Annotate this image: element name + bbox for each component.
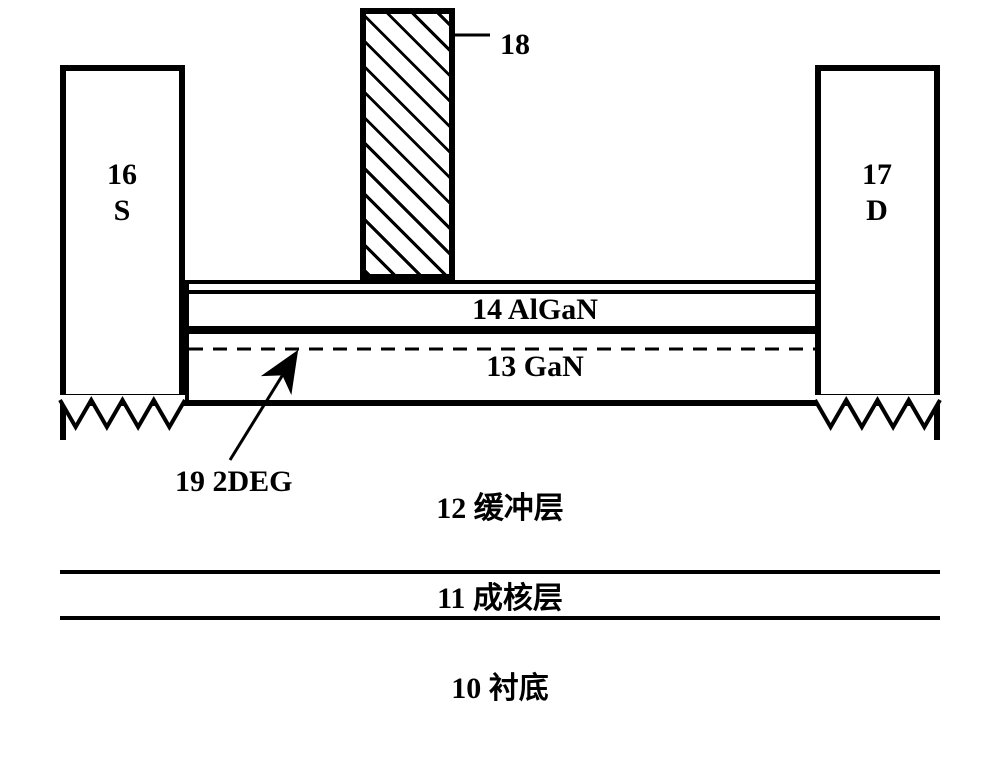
twodeg-callout: 19 2DEG (175, 465, 293, 499)
twodeg-leader (0, 0, 1000, 758)
